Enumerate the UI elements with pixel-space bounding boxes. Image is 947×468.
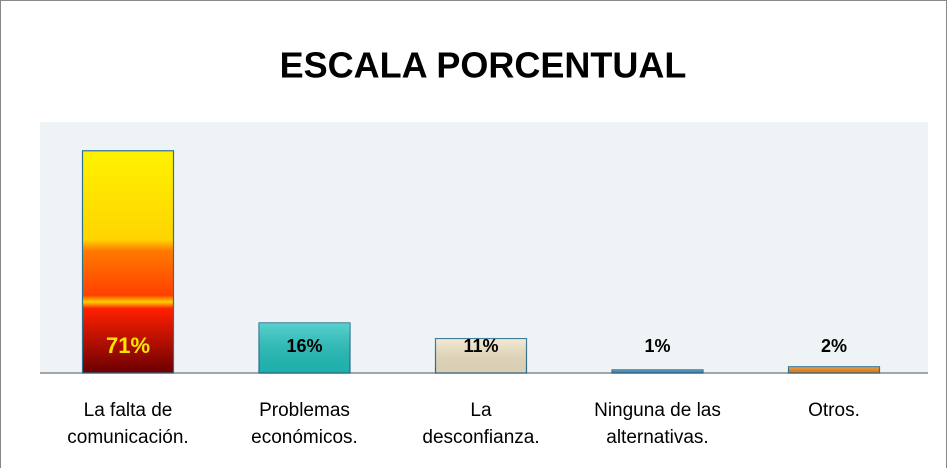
data-label: 2% <box>821 336 847 356</box>
data-label: 1% <box>644 336 670 356</box>
x-tick-label: Otros. <box>808 400 860 421</box>
x-tick-label: La falta de comunicación. <box>67 400 189 448</box>
x-tick-label: Ninguna de las alternativas. <box>594 400 721 448</box>
bar-shade <box>259 322 350 373</box>
x-tick-label: La desconfianza. <box>422 400 540 448</box>
chart-title: ESCALA PORCENTUAL <box>280 45 687 86</box>
bar-shade <box>788 366 880 373</box>
x-tick-label: Problemas económicos. <box>251 400 358 448</box>
bar-shade <box>612 369 703 373</box>
bar <box>81 150 175 374</box>
data-label: 11% <box>463 336 498 356</box>
plot-area <box>40 122 928 373</box>
data-label: 16% <box>286 336 322 356</box>
data-label: 71% <box>106 333 150 358</box>
bar-shade <box>435 338 527 373</box>
